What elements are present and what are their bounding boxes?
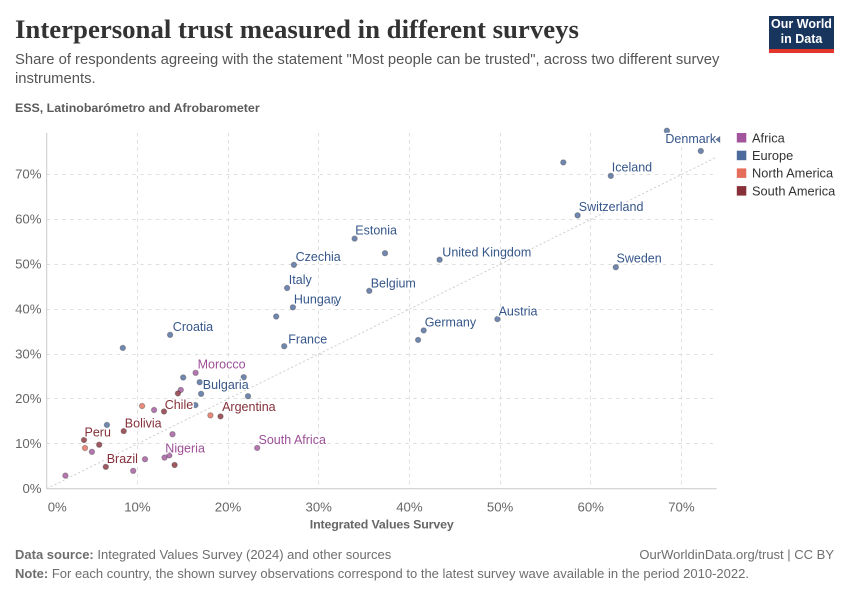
svg-text:Denmark: Denmark bbox=[665, 132, 716, 146]
svg-text:Italy: Italy bbox=[289, 273, 313, 287]
svg-text:70%: 70% bbox=[15, 167, 42, 182]
svg-text:20%: 20% bbox=[215, 500, 242, 515]
svg-text:North America: North America bbox=[752, 166, 834, 181]
svg-text:10%: 10% bbox=[15, 436, 42, 451]
svg-text:Africa: Africa bbox=[752, 130, 786, 145]
svg-text:Peru: Peru bbox=[85, 425, 111, 439]
svg-text:Czechia: Czechia bbox=[296, 250, 341, 264]
svg-text:60%: 60% bbox=[577, 500, 604, 515]
svg-text:Morocco: Morocco bbox=[198, 358, 246, 372]
svg-text:10%: 10% bbox=[124, 500, 151, 515]
svg-text:0%: 0% bbox=[22, 481, 41, 496]
svg-text:Bulgaria: Bulgaria bbox=[203, 378, 249, 392]
svg-text:Austria: Austria bbox=[499, 305, 538, 319]
svg-text:70%: 70% bbox=[668, 500, 695, 515]
svg-text:Germany: Germany bbox=[425, 316, 477, 330]
svg-text:20%: 20% bbox=[15, 391, 42, 406]
svg-text:Integrated Values Survey: Integrated Values Survey bbox=[310, 518, 454, 532]
svg-text:Bolivia: Bolivia bbox=[125, 416, 162, 430]
svg-text:Brazil: Brazil bbox=[107, 452, 138, 466]
svg-text:60%: 60% bbox=[15, 212, 42, 227]
svg-text:Switzerland: Switzerland bbox=[579, 200, 644, 214]
svg-text:Chile: Chile bbox=[165, 398, 194, 412]
svg-text:Belgium: Belgium bbox=[371, 276, 416, 290]
svg-text:50%: 50% bbox=[15, 257, 42, 272]
svg-text:South Africa: South Africa bbox=[259, 433, 326, 447]
svg-text:30%: 30% bbox=[305, 500, 332, 515]
svg-text:Sweden: Sweden bbox=[617, 252, 662, 266]
svg-text:United Kingdom: United Kingdom bbox=[442, 245, 531, 259]
svg-text:Iceland: Iceland bbox=[612, 160, 652, 174]
svg-text:South America: South America bbox=[752, 183, 836, 198]
svg-text:Estonia: Estonia bbox=[355, 223, 397, 237]
svg-text:Europe: Europe bbox=[752, 148, 793, 163]
svg-text:30%: 30% bbox=[15, 346, 42, 361]
svg-text:Argentina: Argentina bbox=[222, 400, 276, 414]
svg-text:40%: 40% bbox=[396, 500, 423, 515]
svg-text:0%: 0% bbox=[48, 500, 67, 515]
svg-text:France: France bbox=[288, 332, 327, 346]
svg-text:Nigeria: Nigeria bbox=[165, 441, 205, 455]
svg-text:Croatia: Croatia bbox=[173, 320, 213, 334]
svg-text:Hungary: Hungary bbox=[294, 293, 342, 307]
svg-text:50%: 50% bbox=[487, 500, 514, 515]
svg-text:40%: 40% bbox=[15, 301, 42, 316]
